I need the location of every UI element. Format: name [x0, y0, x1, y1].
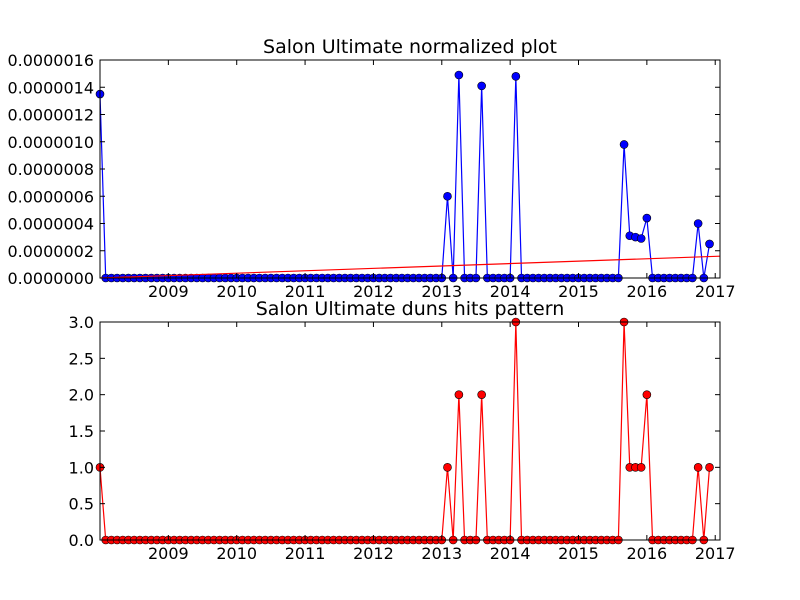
bottom-x-tick-label: 2016: [626, 544, 667, 563]
bottom-x-tick-label: 2014: [490, 544, 531, 563]
top-x-tick-label: 2015: [558, 282, 599, 301]
bottom-x-tick-label: 2015: [558, 544, 599, 563]
bottom-data-point: [454, 390, 464, 399]
bottom-x-tick-label: 2010: [216, 544, 257, 563]
bottom-y-tick-label: 0.0: [69, 531, 94, 550]
top-y-tick-label: 0.0000000: [7, 269, 94, 288]
bottom-plot-frame: [99, 321, 721, 541]
bottom-chart-title: Salon Ultimate duns hits pattern: [256, 298, 565, 320]
top-y-tick-label: 0.0000014: [7, 78, 94, 97]
bottom-y-tick-label: 0.5: [69, 495, 94, 514]
top-data-point: [619, 140, 629, 149]
top-x-tick-label: 2016: [626, 282, 667, 301]
bottom-y-tick-label: 2.5: [69, 349, 94, 368]
top-y-tick-label: 0.0000008: [7, 160, 94, 179]
top-x-tick-label: 2013: [421, 282, 462, 301]
bottom-x-tick-label: 2017: [695, 544, 736, 563]
bottom-data-point: [443, 463, 452, 472]
bottom-data-point: [636, 463, 646, 472]
bottom-x-tick-label: 2009: [148, 544, 189, 563]
bottom-data-point: [705, 463, 714, 472]
top-data-point: [454, 70, 464, 80]
top-data-point: [642, 213, 652, 223]
top-data-point: [636, 234, 646, 243]
top-x-tick-label: 2012: [353, 282, 394, 301]
top-x-tick-label: 2017: [695, 282, 736, 301]
bottom-series-0: [95, 317, 714, 545]
top-series-line: [99, 74, 711, 279]
top-y-tick-label: 0.0000002: [7, 242, 94, 261]
bottom-series-line: [99, 321, 711, 541]
top-plot-frame: [99, 59, 721, 279]
top-data-point: [693, 219, 703, 228]
top-x-tick-label: 2009: [148, 282, 189, 301]
top-series-1: [99, 255, 721, 279]
top-x-tick-label: 2014: [490, 282, 531, 301]
top-y-tick-label: 0.0000010: [7, 133, 94, 152]
top-data-point: [443, 191, 452, 201]
top-data-point: [477, 81, 486, 91]
top-x-tick-label: 2011: [285, 282, 326, 301]
bottom-data-point: [693, 463, 703, 472]
top-data-point: [511, 72, 521, 81]
top-chart-panel: Salon Ultimate normalized plot 2009 2010 2…: [7, 36, 735, 301]
bottom-y-tick-label: 1.0: [69, 458, 94, 477]
top-series-0: [95, 70, 714, 283]
bottom-data-point: [477, 390, 486, 399]
top-y-tick-label: 0.0000012: [7, 106, 94, 125]
bottom-x-tick-label: 2011: [285, 544, 326, 563]
bottom-y-tick-label: 1.5: [69, 422, 94, 441]
bottom-x-tick-label: 2012: [353, 544, 394, 563]
bottom-chart-panel: Salon Ultimate duns hits pattern 2009 201…: [69, 298, 736, 563]
bottom-data-point: [642, 390, 652, 399]
top-y-tick-label: 0.0000016: [7, 51, 94, 70]
bottom-x-tick-label: 2013: [421, 544, 462, 563]
top-chart-title: Salon Ultimate normalized plot: [263, 36, 557, 58]
top-data-point: [705, 239, 714, 249]
bottom-y-tick-label: 2.0: [69, 386, 94, 405]
top-y-tick-label: 0.0000006: [7, 187, 94, 206]
top-y-tick-label: 0.0000004: [7, 215, 94, 234]
top-trend-line: [99, 255, 721, 279]
bottom-y-tick-label: 3.0: [69, 313, 94, 332]
top-x-tick-label: 2010: [216, 282, 257, 301]
